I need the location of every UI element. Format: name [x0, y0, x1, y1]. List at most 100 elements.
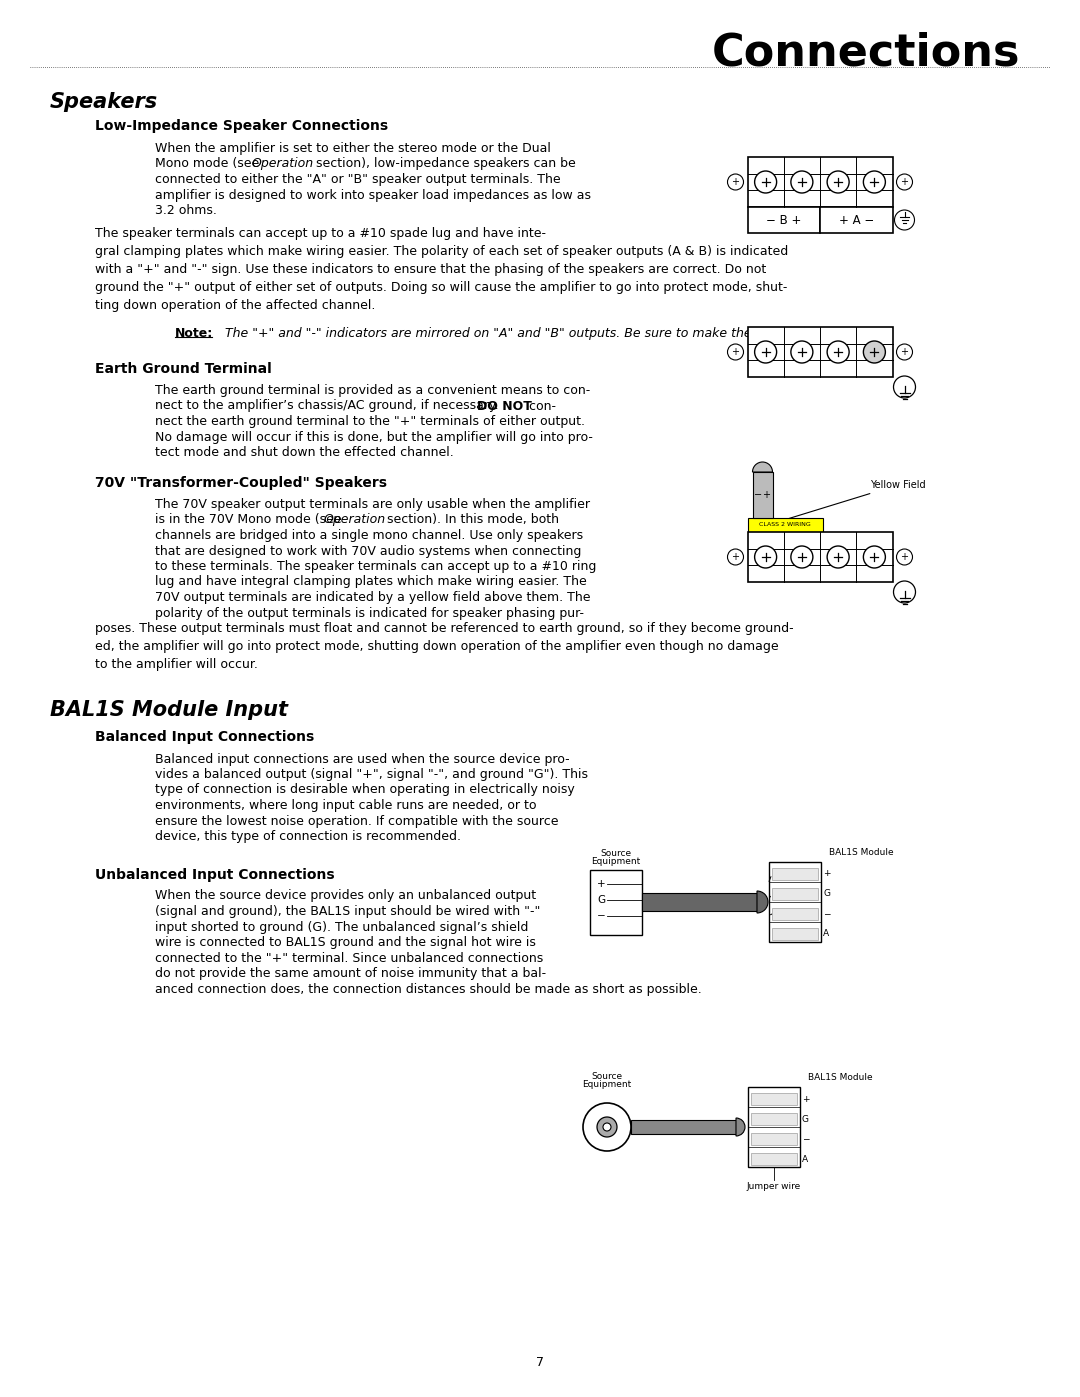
Text: G: G	[823, 890, 831, 898]
Bar	[772, 928, 818, 940]
Bar	[772, 888, 818, 900]
Bar	[751, 1113, 797, 1125]
Circle shape	[827, 341, 849, 363]
Text: +: +	[802, 1094, 810, 1104]
Text: Equipment: Equipment	[592, 856, 640, 866]
Text: A: A	[823, 929, 829, 939]
Text: vides a balanced output (signal "+", signal "-", and ground "G"). This: vides a balanced output (signal "+", sig…	[156, 768, 588, 781]
Circle shape	[728, 344, 743, 360]
Circle shape	[597, 1118, 617, 1137]
Circle shape	[893, 581, 916, 604]
Text: con-: con-	[525, 400, 556, 412]
Text: nect to the amplifier’s chassis/AC ground, if necessary.: nect to the amplifier’s chassis/AC groun…	[156, 400, 502, 412]
Text: lug and have integral clamping plates which make wiring easier. The: lug and have integral clamping plates wh…	[156, 576, 586, 588]
Bar	[747, 156, 892, 207]
Bar	[748, 1087, 800, 1166]
Text: Earth Ground Terminal: Earth Ground Terminal	[95, 362, 272, 376]
Circle shape	[863, 546, 886, 569]
Text: amplifier is designed to work into speaker load impedances as low as: amplifier is designed to work into speak…	[156, 189, 591, 201]
Circle shape	[791, 170, 813, 193]
Text: connected to either the "A" or "B" speaker output terminals. The: connected to either the "A" or "B" speak…	[156, 173, 561, 186]
Circle shape	[896, 344, 913, 360]
Bar	[772, 868, 818, 880]
Text: input shorted to ground (G). The unbalanced signal’s shield: input shorted to ground (G). The unbalan…	[156, 921, 528, 933]
Text: poses. These output terminals must float and cannot be referenced to earth groun: poses. These output terminals must float…	[95, 622, 794, 671]
Text: Operation: Operation	[323, 514, 386, 527]
Text: Equipment: Equipment	[582, 1080, 632, 1090]
Text: nect the earth ground terminal to the "+" terminals of either output.: nect the earth ground terminal to the "+…	[156, 415, 585, 427]
Text: DO NOT: DO NOT	[477, 400, 531, 412]
Text: −: −	[755, 490, 762, 500]
Circle shape	[896, 175, 913, 190]
Bar	[753, 472, 772, 518]
Text: BAL1S Module: BAL1S Module	[808, 1073, 873, 1083]
Bar	[820, 207, 892, 233]
Text: environments, where long input cable runs are needed, or to: environments, where long input cable run…	[156, 799, 537, 812]
Circle shape	[755, 341, 777, 363]
Text: 3.2 ohms.: 3.2 ohms.	[156, 204, 217, 217]
Text: section). In this mode, both: section). In this mode, both	[383, 514, 559, 527]
Text: anced connection does, the connection distances should be made as short as possi: anced connection does, the connection di…	[156, 982, 702, 996]
Circle shape	[827, 170, 849, 193]
Wedge shape	[757, 891, 768, 914]
Circle shape	[728, 175, 743, 190]
Text: A: A	[802, 1154, 808, 1164]
Text: − B +: − B +	[766, 214, 801, 226]
Bar	[747, 518, 823, 532]
Text: +: +	[901, 177, 908, 187]
Text: The speaker terminals can accept up to a #10 spade lug and have inte-
gral clamp: The speaker terminals can accept up to a…	[95, 228, 788, 313]
Circle shape	[791, 341, 813, 363]
Text: +: +	[731, 346, 740, 358]
Text: When the amplifier is set to either the stereo mode or the Dual: When the amplifier is set to either the …	[156, 142, 551, 155]
Text: is in the 70V Mono mode (see: is in the 70V Mono mode (see	[156, 514, 346, 527]
Text: +: +	[731, 552, 740, 562]
Text: Note:: Note:	[175, 327, 213, 339]
Bar	[751, 1133, 797, 1146]
Text: BAL1S Module: BAL1S Module	[829, 848, 893, 856]
Text: CLASS 2 WIRING: CLASS 2 WIRING	[758, 522, 810, 528]
Circle shape	[896, 549, 913, 564]
Circle shape	[583, 1104, 631, 1151]
Text: No damage will occur if this is done, but the amplifier will go into pro-: No damage will occur if this is done, bu…	[156, 430, 593, 443]
Text: −: −	[823, 909, 831, 918]
Circle shape	[603, 1123, 611, 1132]
Text: do not provide the same amount of noise immunity that a bal-: do not provide the same amount of noise …	[156, 967, 546, 981]
Text: Source: Source	[592, 1071, 622, 1081]
Text: Yellow Field: Yellow Field	[780, 481, 926, 521]
Text: section), low-impedance speakers can be: section), low-impedance speakers can be	[312, 158, 576, 170]
Circle shape	[827, 546, 849, 569]
Text: +: +	[597, 879, 606, 888]
Circle shape	[728, 549, 743, 564]
Text: wire is connected to BAL1S ground and the signal hot wire is: wire is connected to BAL1S ground and th…	[156, 936, 536, 949]
Text: The "+" and "-" indicators are mirrored on "A" and "B" outputs. Be sure to make : The "+" and "-" indicators are mirrored …	[217, 327, 883, 339]
Text: Balanced Input Connections: Balanced Input Connections	[95, 731, 314, 745]
Circle shape	[791, 546, 813, 569]
Text: 70V "Transformer-Coupled" Speakers: 70V "Transformer-Coupled" Speakers	[95, 476, 387, 490]
Bar	[772, 908, 818, 921]
Bar	[747, 207, 820, 233]
Text: 7: 7	[536, 1356, 544, 1369]
Circle shape	[755, 170, 777, 193]
Text: +: +	[762, 490, 770, 500]
Text: to these terminals. The speaker terminals can accept up to a #10 ring: to these terminals. The speaker terminal…	[156, 560, 596, 573]
Bar	[747, 532, 892, 583]
Circle shape	[893, 376, 916, 398]
Text: G: G	[802, 1115, 809, 1123]
Text: tect mode and shut down the effected channel.: tect mode and shut down the effected cha…	[156, 446, 454, 460]
Text: −: −	[802, 1134, 810, 1144]
Text: +: +	[901, 346, 908, 358]
Text: Source: Source	[600, 848, 632, 858]
Text: + A −: + A −	[839, 214, 874, 226]
Bar	[751, 1092, 797, 1105]
Text: Jumper wire: Jumper wire	[747, 1182, 801, 1192]
Circle shape	[755, 546, 777, 569]
Wedge shape	[753, 462, 772, 472]
Text: +: +	[901, 552, 908, 562]
Text: The 70V speaker output terminals are only usable when the amplifier: The 70V speaker output terminals are onl…	[156, 497, 590, 511]
Circle shape	[863, 341, 886, 363]
Text: +: +	[823, 869, 831, 879]
Text: type of connection is desirable when operating in electrically noisy: type of connection is desirable when ope…	[156, 784, 575, 796]
Text: Unbalanced Input Connections: Unbalanced Input Connections	[95, 868, 335, 882]
Text: Mono mode (see: Mono mode (see	[156, 158, 264, 170]
Text: (signal and ground), the BAL1S input should be wired with "-": (signal and ground), the BAL1S input sho…	[156, 905, 540, 918]
